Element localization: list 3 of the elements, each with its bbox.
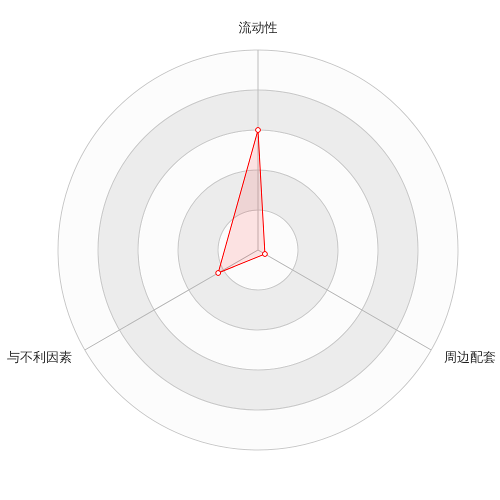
spoke-label: 与不利因素 (6, 350, 72, 366)
spoke-label: 流动性 (238, 20, 278, 36)
spoke-label: 周边配套 (444, 350, 496, 366)
